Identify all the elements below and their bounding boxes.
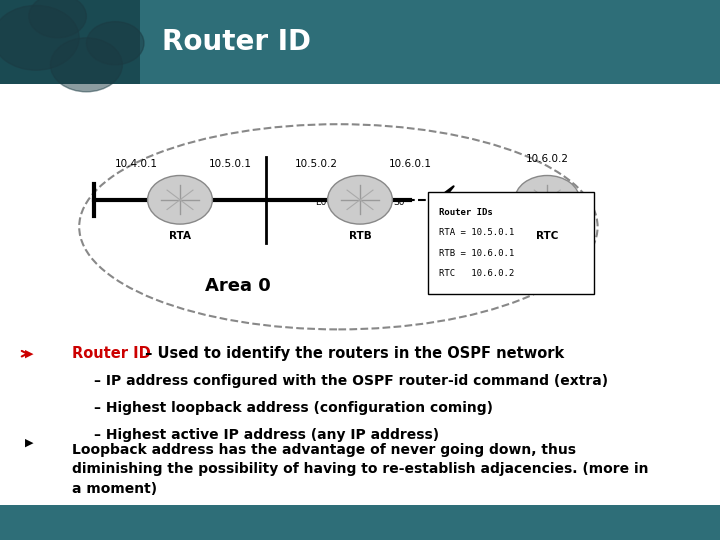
Circle shape [0, 5, 79, 70]
FancyBboxPatch shape [428, 192, 594, 294]
Text: – Highest active IP address (any IP address): – Highest active IP address (any IP addr… [94, 428, 438, 442]
Text: ▶: ▶ [24, 349, 33, 359]
Text: Router IDs: Router IDs [439, 208, 493, 217]
Text: 10.6.0.1: 10.6.0.1 [389, 159, 432, 170]
Text: E0: E0 [315, 198, 326, 207]
Text: 10.5.0.1: 10.5.0.1 [209, 159, 252, 170]
Circle shape [515, 176, 580, 224]
Text: – Used to identify the routers in the OSPF network: – Used to identify the routers in the OS… [140, 346, 564, 361]
Circle shape [86, 22, 144, 65]
FancyBboxPatch shape [0, 505, 720, 540]
Circle shape [328, 176, 392, 224]
Text: RTC   10.6.0.2: RTC 10.6.0.2 [439, 269, 515, 279]
Circle shape [148, 176, 212, 224]
Text: RTC: RTC [536, 231, 559, 241]
Text: RTA: RTA [169, 231, 191, 241]
Text: 10.4.0.1: 10.4.0.1 [115, 159, 158, 170]
Text: – Highest loopback address (configuration coming): – Highest loopback address (configuratio… [94, 401, 492, 415]
Circle shape [29, 0, 86, 38]
Text: Router ID: Router ID [162, 28, 311, 56]
Text: 10.6.0.2: 10.6.0.2 [526, 154, 569, 164]
Circle shape [50, 38, 122, 92]
Text: RTB = 10.6.0.1: RTB = 10.6.0.1 [439, 249, 515, 258]
Text: RTA = 10.5.0.1: RTA = 10.5.0.1 [439, 228, 515, 238]
Text: – IP address configured with the OSPF router-id command (extra): – IP address configured with the OSPF ro… [94, 374, 608, 388]
Text: S0: S0 [394, 198, 405, 207]
Text: Area 0: Area 0 [204, 277, 271, 295]
FancyBboxPatch shape [140, 0, 720, 84]
Text: 10.5.0.2: 10.5.0.2 [295, 159, 338, 170]
FancyBboxPatch shape [0, 0, 140, 84]
Text: RTB: RTB [348, 231, 372, 241]
Text: ▶: ▶ [24, 438, 33, 448]
Text: Router ID: Router ID [72, 346, 150, 361]
Text: Loopback address has the advantage of never going down, thus
diminishing the pos: Loopback address has the advantage of ne… [72, 443, 649, 496]
